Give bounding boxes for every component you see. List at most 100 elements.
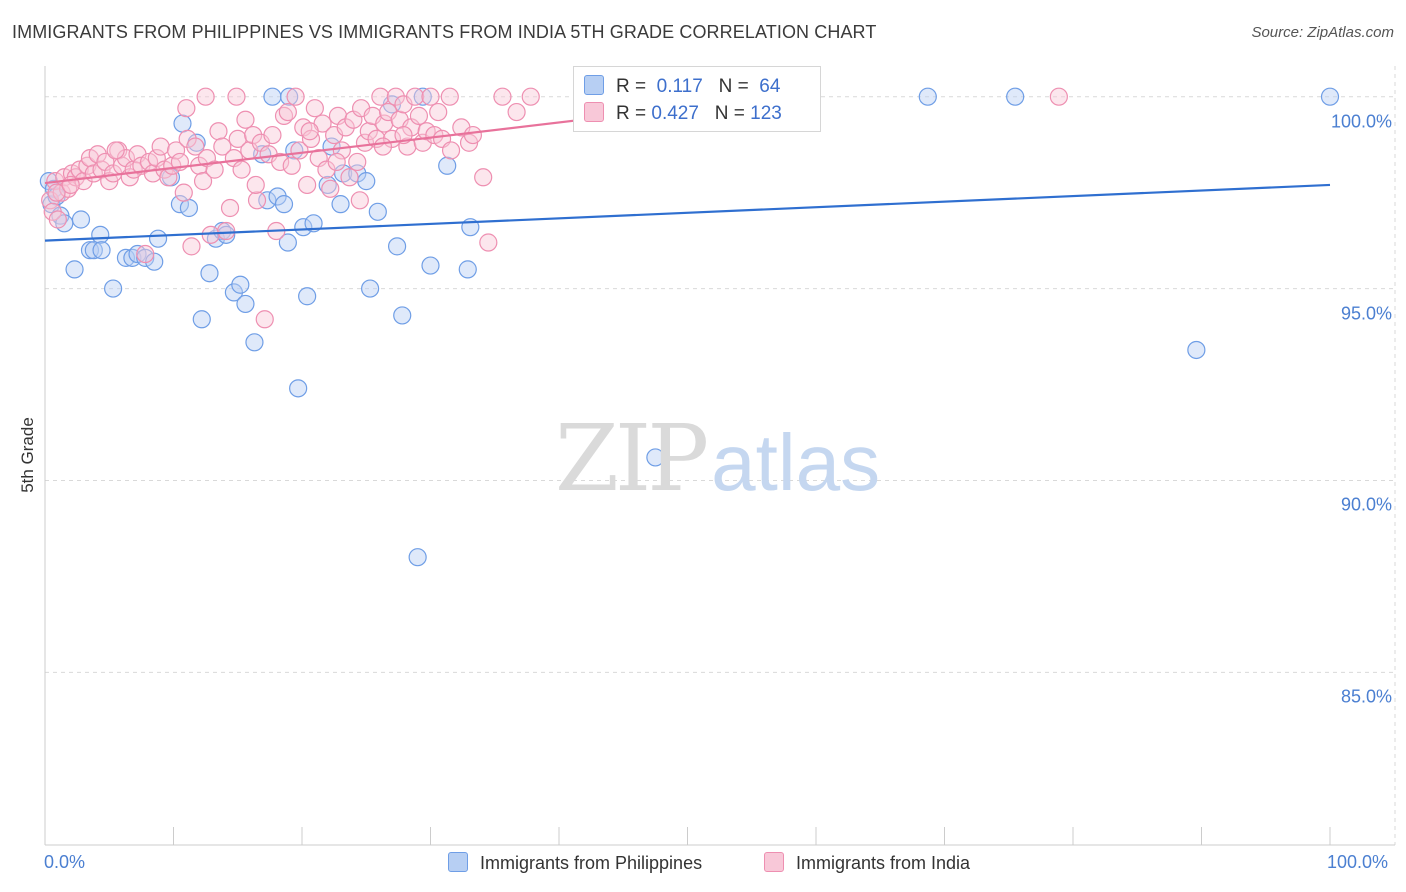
point-india-88: [375, 114, 394, 133]
point-philippines-12: [104, 279, 123, 298]
x-tick-label-max: 100.0%: [1327, 852, 1389, 872]
watermark: ZIPatlas: [555, 405, 880, 512]
point-philippines-59: [458, 260, 477, 279]
y-axis-label: 5th Grade: [18, 417, 37, 493]
point-india-112: [521, 87, 540, 106]
point-philippines-25: [200, 264, 219, 283]
legend-n-india: 123: [750, 103, 782, 124]
point-india-114: [227, 87, 246, 106]
point-india-78: [336, 118, 355, 137]
point-philippines-58: [438, 156, 457, 175]
legend-row-philippines: R = 0.117 N = 64: [584, 75, 780, 99]
point-philippines-52: [368, 202, 387, 221]
legend-n-philippines: 64: [759, 76, 781, 97]
y-tick-label-1: 90.0%: [1340, 494, 1392, 515]
point-philippines-31: [236, 294, 255, 314]
point-india-55: [247, 191, 267, 210]
point-india-120: [373, 137, 393, 156]
point-india-45: [209, 122, 228, 141]
point-india-14: [88, 145, 107, 164]
y-tick-label-3: 100.0%: [1330, 111, 1392, 132]
point-philippines-65: [1187, 340, 1206, 360]
point-philippines-51: [361, 279, 380, 298]
legend-label-india: Immigrants from India: [796, 853, 971, 873]
point-india-36: [174, 183, 193, 202]
point-india-37: [178, 129, 197, 149]
point-philippines-9: [84, 241, 103, 260]
point-india-3: [48, 210, 67, 229]
point-india-87: [371, 87, 390, 106]
point-india-94: [398, 137, 417, 156]
point-philippines-55: [393, 306, 412, 325]
point-india-84: [359, 122, 378, 141]
point-india-73: [317, 160, 336, 179]
point-india-61: [271, 152, 290, 172]
point-india-44: [205, 160, 224, 179]
legend-swatch-india-bottom: [764, 852, 784, 872]
y-tick-label-2: 95.0%: [1340, 303, 1392, 324]
point-india-54: [244, 125, 263, 145]
point-philippines-10: [91, 225, 110, 244]
point-philippines-30: [231, 275, 250, 294]
point-india-116: [246, 175, 265, 195]
point-philippines-40: [280, 87, 299, 106]
point-india-65: [286, 87, 305, 106]
watermark-zip: ZIP: [555, 405, 709, 512]
legend-item-philippines[interactable]: Immigrants from Philippines: [448, 852, 702, 874]
point-philippines-56: [413, 87, 432, 106]
point-india-91: [386, 87, 405, 106]
point-philippines-32: [245, 333, 264, 352]
point-india-96: [405, 87, 425, 106]
chart-title: IMMIGRANTS FROM PHILIPPINES VS IMMIGRANT…: [12, 22, 877, 42]
point-philippines-7: [71, 210, 91, 229]
point-india-26: [136, 244, 155, 264]
point-india-102: [429, 102, 448, 122]
point-india-111: [507, 102, 526, 122]
point-philippines-57: [421, 256, 440, 275]
point-philippines-61: [646, 448, 665, 467]
point-india-50: [228, 129, 247, 149]
point-india-97: [409, 106, 429, 125]
point-india-100: [421, 87, 440, 106]
point-india-68: [298, 175, 317, 195]
point-india-64: [282, 156, 301, 175]
point-philippines-21: [173, 114, 192, 133]
x-tick-label-min: 0.0%: [44, 852, 86, 872]
point-india-46: [213, 137, 232, 156]
point-philippines-35: [263, 87, 282, 106]
point-india-117: [300, 122, 319, 141]
point-india-79: [340, 168, 359, 187]
point-india-122: [441, 141, 461, 160]
legend-swatch-philippines-bottom: [448, 852, 468, 872]
trend-line-philippines: [44, 183, 1331, 242]
y-tick-label-0: 85.0%: [1340, 686, 1392, 707]
point-philippines-20: [170, 195, 190, 214]
point-india-52: [236, 110, 255, 129]
point-india-77: [332, 141, 351, 160]
point-india-69: [301, 129, 321, 149]
legend-item-india[interactable]: Immigrants from India: [764, 852, 970, 874]
legend-row-india: R = 0.427 N = 123: [584, 102, 782, 126]
point-philippines-47: [331, 195, 350, 214]
legend-r-philippines: 0.117: [656, 76, 703, 97]
point-philippines-63: [918, 87, 937, 106]
stats-legend: R = 0.117 N = 64 R = 0.427 N = 123: [573, 66, 821, 132]
point-philippines-16: [136, 248, 155, 267]
source-label: Source: ZipAtlas.com: [1251, 24, 1394, 41]
point-philippines-18: [148, 229, 168, 248]
point-philippines-37: [274, 195, 294, 214]
point-india-107: [463, 125, 483, 145]
point-india-123: [1049, 87, 1068, 106]
point-india-115: [177, 99, 196, 118]
point-india-113: [196, 87, 215, 106]
point-india-57: [255, 310, 274, 329]
point-philippines-38: [278, 233, 297, 252]
point-india-124: [47, 183, 66, 202]
point-india-118: [327, 152, 346, 172]
point-india-34: [166, 141, 186, 160]
point-philippines-66: [1320, 87, 1340, 106]
axes: [44, 66, 1395, 846]
point-philippines-44: [304, 214, 323, 233]
point-india-81: [348, 152, 367, 172]
point-india-38: [182, 237, 201, 256]
